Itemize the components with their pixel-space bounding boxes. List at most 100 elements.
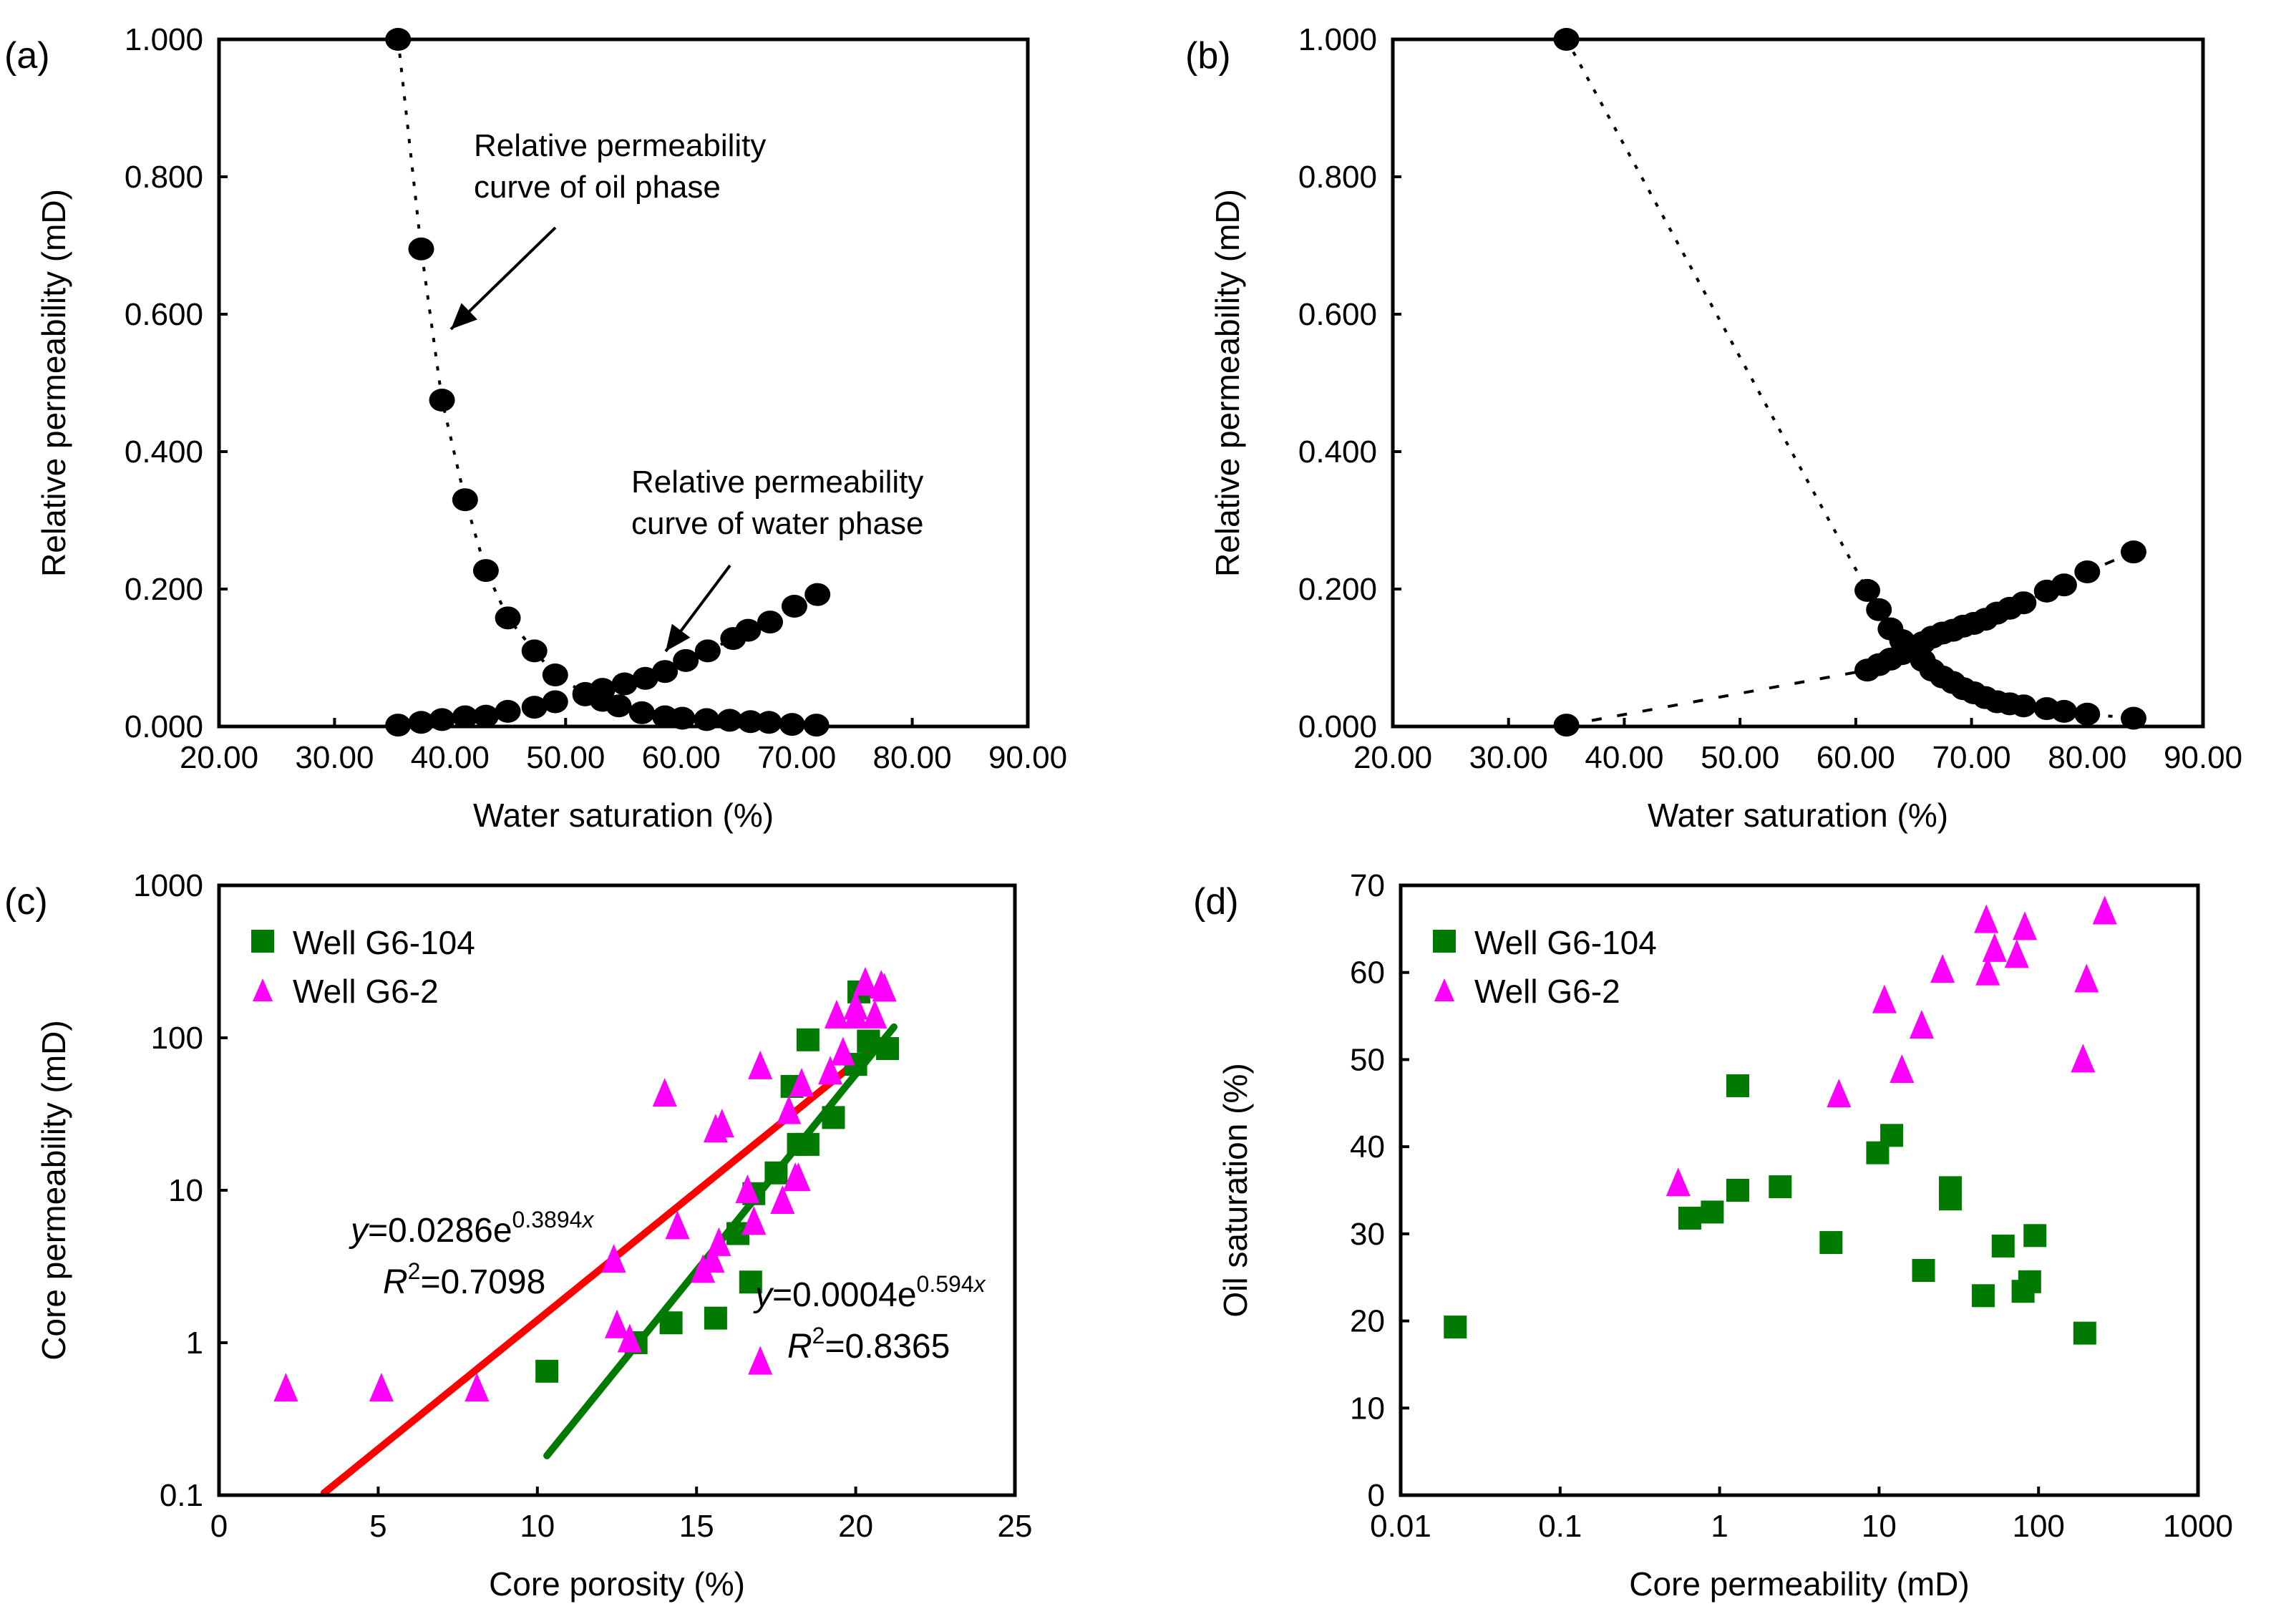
data-point <box>542 690 568 714</box>
legend-label: Well G6-2 <box>1474 973 1620 1010</box>
data-point-square <box>796 1028 820 1051</box>
y-axis-label: Relative permeability (mD) <box>1209 189 1246 577</box>
data-point-square <box>1819 1231 1843 1255</box>
data-point <box>472 559 499 583</box>
annotation-text: Relative permeability <box>631 465 923 500</box>
annotation-text: curve of water phase <box>631 506 923 541</box>
annotation-arrow-head <box>451 303 477 329</box>
y-tick-label: 1 <box>186 1326 203 1361</box>
data-point-square <box>1726 1179 1749 1202</box>
data-point-square <box>704 1306 727 1330</box>
y-tick-label: 70 <box>1350 868 1385 903</box>
x-tick-label: 40.00 <box>411 740 490 775</box>
x-tick-label: 90.00 <box>2164 740 2242 775</box>
annotation-text: Relative permeability <box>474 128 766 163</box>
y-tick-label: 0.800 <box>1298 160 1377 195</box>
data-point-triangle <box>872 973 897 1002</box>
fit-r-squared: R2=0.8365 <box>787 1323 950 1366</box>
legend-label: Well G6-104 <box>293 924 475 961</box>
panel-b: (b) 20.00 30.00 40.00 50.00 60.00 70.00 80.00 90… <box>1185 22 2242 834</box>
legend-marker-square <box>251 930 274 953</box>
y-tick-label: 0.200 <box>1298 572 1377 607</box>
data-point <box>2074 560 2101 583</box>
y-tick-label: 10 <box>168 1173 203 1208</box>
x-tick-label: 60.00 <box>1817 740 1895 775</box>
x-tick-label: 1 <box>1711 1509 1728 1544</box>
data-point-triangle <box>852 966 877 996</box>
data-point-square <box>876 1037 900 1061</box>
data-point <box>628 701 655 724</box>
data-point-square <box>822 1106 845 1129</box>
x-tick-label: 10 <box>1862 1509 1897 1544</box>
y-tick-label: 0.800 <box>125 160 203 195</box>
y-axis-label: Relative permeability (mD) <box>35 189 72 577</box>
data-point-square <box>659 1311 683 1335</box>
data-point <box>2051 573 2077 597</box>
panel-label: (a) <box>4 35 50 77</box>
data-point-triangle <box>1665 1167 1691 1197</box>
y-tick-label: 0.000 <box>125 709 203 744</box>
fit-r-squared: R2=0.7098 <box>383 1258 545 1301</box>
x-tick-label: 20.00 <box>1353 740 1432 775</box>
x-tick-label: 0.1 <box>1538 1509 1582 1544</box>
x-tick-label: 10 <box>520 1509 555 1544</box>
data-point <box>452 705 478 729</box>
y-tick-label: 0.200 <box>125 572 203 607</box>
data-point-triangle <box>818 1056 843 1085</box>
data-point-triangle <box>789 1068 814 1097</box>
y-tick-label: 50 <box>1350 1042 1385 1077</box>
data-point-triangle <box>777 1095 802 1124</box>
y-tick-label: 0.000 <box>1298 709 1377 744</box>
legend-label: Well G6-104 <box>1474 924 1657 961</box>
x-axis-label: Water saturation (%) <box>473 797 774 834</box>
data-point-square <box>2018 1270 2041 1293</box>
y-tick-label: 1.000 <box>125 22 203 57</box>
data-point-triangle <box>617 1323 642 1353</box>
data-point-triangle <box>830 1036 855 1066</box>
data-point-triangle <box>706 1227 731 1256</box>
data-point <box>495 606 521 630</box>
data-point-triangle <box>1872 984 1897 1013</box>
data-point <box>779 713 805 736</box>
data-point <box>2120 540 2146 564</box>
data-point <box>2010 591 2037 615</box>
data-point <box>652 660 679 684</box>
data-point <box>673 648 699 672</box>
plot-frame <box>217 883 1017 1497</box>
annotation-text: curve of oil phase <box>474 170 721 205</box>
data-point-triangle <box>1909 1009 1934 1039</box>
data-point-triangle <box>1930 954 1955 983</box>
plot-area <box>273 966 900 1497</box>
plot-area <box>1553 28 2146 737</box>
x-tick-label: 15 <box>679 1509 714 1544</box>
data-point-triangle <box>2074 963 2099 993</box>
x-tick-label: 40.00 <box>1585 740 1663 775</box>
data-point <box>781 595 807 618</box>
data-point-triangle <box>1827 1079 1852 1108</box>
y-tick-label: 30 <box>1350 1217 1385 1252</box>
y-tick-label: 0.400 <box>125 434 203 470</box>
data-point-square <box>2073 1321 2096 1345</box>
data-point-triangle <box>465 1373 490 1402</box>
x-tick-label: 30.00 <box>295 740 374 775</box>
data-point <box>694 639 721 663</box>
data-point <box>804 583 831 606</box>
y-tick-label: 0.400 <box>1298 434 1377 470</box>
x-tick-label: 80.00 <box>873 740 952 775</box>
data-point-triangle <box>1974 904 1999 933</box>
data-point-triangle <box>652 1078 677 1107</box>
legend-label: Well G6-2 <box>293 973 439 1010</box>
data-point-triangle <box>1890 1054 1915 1084</box>
data-point-triangle <box>2092 895 2117 925</box>
legend-marker-triangle <box>253 978 273 1001</box>
panel-label: (b) <box>1185 35 1231 77</box>
data-point <box>2010 694 2037 718</box>
x-tick-label: 100 <box>2012 1509 2064 1544</box>
data-point-square <box>1726 1074 1749 1097</box>
plot-frame <box>217 37 1030 729</box>
data-point <box>756 711 782 734</box>
x-tick-label: 60.00 <box>642 740 721 775</box>
data-point-square <box>739 1270 762 1294</box>
data-point <box>472 704 499 728</box>
